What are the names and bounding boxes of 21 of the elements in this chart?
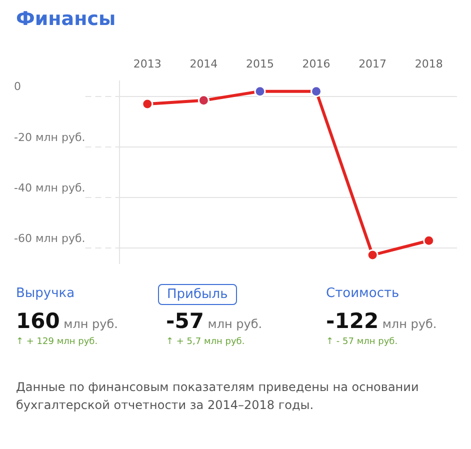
text: Данные по финансовым показателям приведены на основании бухгалтерской отчетности за 2014–2018 годы.	[16, 379, 420, 414]
x-tick-label: 2018	[414, 57, 443, 70]
x-tick-label: 2014	[190, 57, 218, 70]
y-tick-label: -20 млн руб.	[14, 130, 86, 144]
x-tick-label: 2016	[302, 57, 330, 70]
y-tick-label: -40 млн руб.	[14, 181, 86, 194]
x-tick-label: 2013	[133, 57, 162, 70]
text: 160 млн руб.	[16, 309, 119, 333]
y-tick-label: -60 млн руб.	[14, 232, 86, 246]
y-tick-label: 0	[14, 80, 21, 94]
text: ↑ - 57 млн руб.	[326, 337, 399, 347]
chart-title: Финансы	[16, 8, 116, 30]
text: Стоимость	[325, 285, 400, 303]
text: Выручка	[15, 285, 76, 303]
text: ↑ + 129 млн руб.	[16, 337, 99, 347]
x-tick-label: 2017	[358, 57, 387, 70]
text: -122 млн руб.	[326, 309, 438, 333]
text: ↑ + 5,7 млн руб.	[166, 337, 246, 347]
x-tick-label: 2015	[246, 57, 274, 70]
text: Прибыль	[158, 284, 237, 305]
text: -57 млн руб.	[166, 309, 264, 333]
